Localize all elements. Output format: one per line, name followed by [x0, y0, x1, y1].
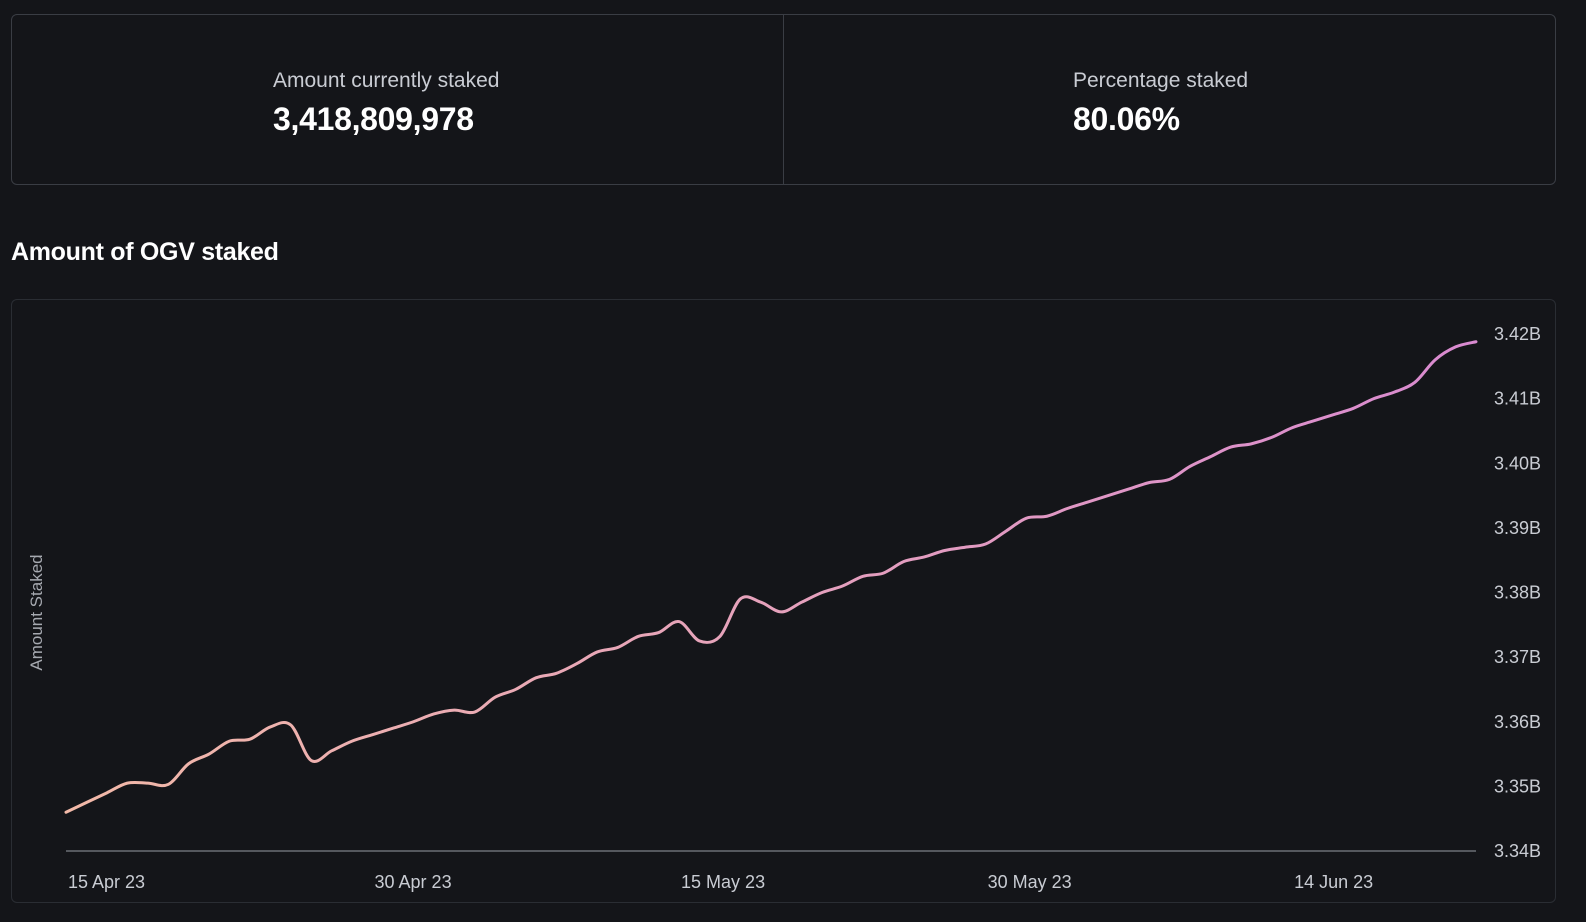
stat-amount-staked: Amount currently staked 3,418,809,978: [12, 15, 783, 184]
data-point: [1372, 397, 1375, 400]
data-point: [1250, 442, 1253, 445]
data-point: [821, 591, 824, 594]
y-tick-label: 3.38B: [1494, 583, 1541, 603]
data-point: [964, 546, 967, 549]
data-point: [1168, 478, 1171, 481]
data-point: [371, 733, 374, 736]
y-tick-label: 3.41B: [1494, 389, 1541, 409]
data-point: [167, 783, 170, 786]
data-point: [535, 676, 538, 679]
data-point: [85, 801, 88, 804]
stat-percentage-staked: Percentage staked 80.06%: [783, 15, 1555, 184]
x-tick-label: 15 May 23: [681, 872, 765, 892]
data-point: [208, 753, 211, 756]
data-point: [1311, 420, 1314, 423]
data-point: [698, 639, 701, 642]
y-tick-label: 3.37B: [1494, 647, 1541, 667]
data-point: [1413, 381, 1416, 384]
data-point: [1005, 530, 1008, 533]
data-point: [473, 711, 476, 714]
x-tick-label: 30 May 23: [988, 872, 1072, 892]
data-point: [1331, 413, 1334, 416]
data-point: [1127, 488, 1130, 491]
data-point: [1434, 358, 1437, 361]
stat-value: 3,418,809,978: [273, 101, 474, 137]
data-point: [657, 631, 660, 634]
data-point: [1291, 426, 1294, 429]
data-point: [494, 696, 497, 699]
data-point: [902, 560, 905, 563]
data-point: [1025, 517, 1028, 520]
data-point: [453, 709, 456, 712]
data-point: [1066, 507, 1069, 510]
data-point: [105, 791, 108, 794]
data-point: [637, 635, 640, 638]
series-line[interactable]: [64, 340, 1478, 814]
data-point: [1045, 515, 1048, 518]
stat-value: 80.06%: [1073, 101, 1180, 137]
y-tick-label: 3.39B: [1494, 518, 1541, 538]
data-point: [575, 662, 578, 665]
data-point: [412, 720, 415, 723]
y-axis-ticks: 3.34B 3.35B 3.36B 3.37B 3.38B 3.39B 3.40B 3.41B…: [1494, 324, 1541, 861]
data-point: [228, 740, 231, 743]
data-point: [861, 575, 864, 578]
data-point: [1107, 494, 1110, 497]
data-point: [1475, 340, 1478, 343]
series-points: [65, 340, 1478, 813]
data-point: [780, 610, 783, 613]
data-point: [432, 712, 435, 715]
data-point: [269, 725, 272, 728]
data-point: [841, 585, 844, 588]
y-tick-label: 3.36B: [1494, 712, 1541, 732]
data-point: [1393, 391, 1396, 394]
data-point: [310, 759, 313, 762]
x-tick-label: 15 Apr 23: [68, 872, 145, 892]
data-point: [984, 543, 987, 546]
data-point: [1188, 465, 1191, 468]
stat-label: Amount currently staked: [273, 69, 500, 92]
data-point: [351, 740, 354, 743]
data-point: [1086, 501, 1089, 504]
data-point: [1352, 407, 1355, 410]
data-point: [126, 782, 129, 785]
data-point: [1209, 455, 1212, 458]
data-point: [800, 601, 803, 604]
y-tick-label: 3.35B: [1494, 776, 1541, 796]
data-point: [330, 749, 333, 752]
section-title: Amount of OGV staked: [11, 238, 279, 266]
stats-panel: Amount currently staked 3,418,809,978 Pe…: [11, 14, 1556, 185]
data-point: [616, 646, 619, 649]
data-point: [1454, 345, 1457, 348]
chart-container: Amount Staked 3.34B 3.35B 3.36B 3.37B 3.38B 3…: [11, 299, 1556, 903]
data-point: [146, 782, 149, 785]
x-axis-ticks: 15 Apr 23 30 Apr 23 15 May 23 30 May 23 14 J…: [68, 872, 1373, 892]
y-axis-title: Amount Staked: [27, 554, 46, 670]
data-point: [739, 597, 742, 600]
data-point: [882, 572, 885, 575]
data-point: [555, 672, 558, 675]
data-point: [391, 727, 394, 730]
data-point: [923, 555, 926, 558]
x-tick-label: 30 Apr 23: [375, 872, 452, 892]
stat-label: Percentage staked: [1073, 69, 1249, 92]
data-point: [943, 549, 946, 552]
data-point: [1148, 481, 1151, 484]
data-point: [1229, 446, 1232, 449]
data-point: [187, 762, 190, 765]
data-point: [1270, 436, 1273, 439]
x-tick-label: 14 Jun 23: [1294, 872, 1373, 892]
y-tick-label: 3.42B: [1494, 324, 1541, 344]
data-point: [289, 723, 292, 726]
y-tick-label: 3.34B: [1494, 841, 1541, 861]
y-tick-label: 3.40B: [1494, 453, 1541, 473]
data-point: [678, 620, 681, 623]
data-point: [514, 688, 517, 691]
data-point: [718, 635, 721, 638]
line-chart[interactable]: Amount Staked 3.34B3.35B3.36B3.37B3.38B3…: [12, 300, 1555, 902]
data-point: [248, 738, 251, 741]
data-point: [65, 811, 68, 814]
data-point: [759, 601, 762, 604]
data-point: [596, 650, 599, 653]
